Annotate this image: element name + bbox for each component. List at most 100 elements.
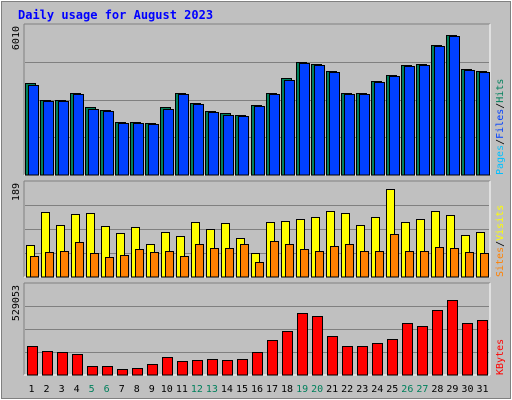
bar-kbytes-day-5 — [87, 366, 98, 376]
x-label-day-15: 15 — [236, 384, 248, 395]
bar-kbytes-day-24 — [372, 343, 383, 376]
bar-files-day-8 — [133, 123, 144, 176]
bar-files-day-14 — [223, 115, 234, 176]
x-label-day-1: 1 — [29, 384, 35, 395]
x-label-day-23: 23 — [356, 384, 368, 395]
bar-kbytes-day-20 — [312, 316, 323, 376]
x-label-day-31: 31 — [476, 384, 488, 395]
x-label-day-5: 5 — [89, 384, 95, 395]
x-label-day-28: 28 — [431, 384, 443, 395]
bar-kbytes-day-8 — [132, 368, 143, 376]
bar-files-day-23 — [359, 94, 370, 176]
bar-sites-day-9 — [150, 252, 159, 278]
x-label-day-24: 24 — [371, 384, 383, 395]
bar-sites-day-4 — [75, 242, 84, 278]
x-label-day-26: 26 — [401, 384, 413, 395]
bar-sites-day-22 — [345, 244, 354, 278]
bar-sites-day-19 — [300, 249, 309, 278]
y-max-label: 189 — [11, 183, 22, 201]
bar-kbytes-day-29 — [447, 300, 458, 376]
x-label-day-25: 25 — [386, 384, 398, 395]
bar-sites-day-25 — [390, 234, 399, 278]
bar-kbytes-day-23 — [357, 346, 368, 376]
x-label-day-11: 11 — [176, 384, 188, 395]
bar-sites-day-10 — [165, 251, 174, 278]
bar-sites-day-2 — [45, 252, 54, 278]
legend-pages: Pages — [495, 145, 506, 175]
bar-kbytes-day-31 — [477, 320, 488, 376]
x-label-day-29: 29 — [446, 384, 458, 395]
bar-kbytes-day-30 — [462, 323, 473, 376]
bar-sites-day-17 — [270, 241, 279, 278]
legend-hits: Hits — [495, 79, 506, 103]
y-max-label: 529053 — [11, 285, 22, 321]
bar-files-day-1 — [28, 85, 39, 176]
x-label-day-6: 6 — [104, 384, 110, 395]
bar-files-day-27 — [419, 65, 430, 176]
bar-files-day-28 — [434, 46, 445, 176]
x-label-day-7: 7 — [119, 384, 125, 395]
bar-kbytes-day-17 — [267, 340, 278, 376]
x-label-day-4: 4 — [74, 384, 80, 395]
bar-sites-day-8 — [135, 249, 144, 278]
bar-kbytes-day-27 — [417, 326, 428, 376]
x-label-day-18: 18 — [281, 384, 293, 395]
bar-kbytes-day-3 — [57, 352, 68, 376]
bar-kbytes-day-14 — [222, 360, 233, 376]
bar-sites-day-5 — [90, 253, 99, 278]
chart-panels: 6010Pages/Files/Hits189Sites/Visits52905… — [11, 23, 506, 376]
bar-kbytes-day-15 — [237, 359, 248, 376]
x-label-day-27: 27 — [416, 384, 428, 395]
legend-kbytes: KBytes — [495, 339, 506, 375]
bar-files-day-3 — [58, 101, 69, 176]
bar-files-day-30 — [464, 70, 475, 176]
legend-separator: / — [495, 241, 506, 247]
bar-files-day-15 — [238, 116, 249, 176]
bar-kbytes-day-7 — [117, 369, 128, 376]
legend-visits: Visits — [495, 205, 506, 241]
bar-files-day-7 — [118, 123, 129, 176]
bar-sites-day-26 — [405, 251, 414, 278]
legend-files: Files — [495, 109, 506, 139]
bar-sites-day-28 — [435, 247, 444, 278]
bar-sites-day-15 — [240, 244, 249, 278]
series-legend: Pages/Files/Hits — [495, 79, 506, 175]
series-legend: Sites/Visits — [495, 205, 506, 277]
bar-files-day-9 — [148, 124, 159, 176]
bar-sites-day-18 — [285, 244, 294, 278]
y-max-label: 6010 — [11, 26, 22, 50]
x-label-day-3: 3 — [59, 384, 65, 395]
series-legend: KBytes — [495, 339, 506, 375]
x-label-day-30: 30 — [461, 384, 473, 395]
bar-files-day-29 — [449, 36, 460, 176]
panel-sites_visits: 189 Sites/Visits — [11, 180, 506, 278]
bar-files-day-24 — [374, 82, 385, 176]
bar-kbytes-day-13 — [207, 359, 218, 376]
bar-sites-day-31 — [480, 253, 489, 278]
bar-files-day-6 — [103, 111, 114, 176]
bar-kbytes-day-2 — [42, 351, 53, 376]
bar-sites-day-30 — [465, 252, 474, 278]
bar-files-day-31 — [479, 72, 490, 176]
bar-sites-day-7 — [120, 255, 129, 278]
bar-sites-day-3 — [60, 251, 69, 278]
x-label-day-2: 2 — [44, 384, 50, 395]
bar-sites-day-20 — [315, 251, 324, 278]
bar-files-day-20 — [314, 65, 325, 176]
bar-files-day-18 — [284, 80, 295, 176]
bar-sites-day-12 — [195, 244, 204, 278]
bar-kbytes-day-21 — [327, 336, 338, 376]
bar-sites-day-1 — [30, 256, 39, 278]
x-label-day-9: 9 — [149, 384, 155, 395]
bar-files-day-19 — [299, 63, 310, 176]
chart-title: Daily usage for August 2023 — [18, 8, 213, 22]
x-label-day-19: 19 — [296, 384, 308, 395]
x-label-day-20: 20 — [311, 384, 323, 395]
bar-sites-day-14 — [225, 248, 234, 278]
legend-separator: / — [495, 139, 506, 145]
bar-kbytes-day-25 — [387, 339, 398, 376]
x-label-day-10: 10 — [161, 384, 173, 395]
x-label-day-21: 21 — [326, 384, 338, 395]
